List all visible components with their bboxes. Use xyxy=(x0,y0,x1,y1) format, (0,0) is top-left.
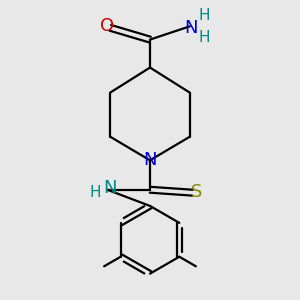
Text: N: N xyxy=(103,179,116,197)
Text: H: H xyxy=(198,8,210,22)
Text: H: H xyxy=(89,185,101,200)
Text: O: O xyxy=(100,17,114,35)
Text: H: H xyxy=(198,30,210,45)
Text: N: N xyxy=(143,151,157,169)
Text: N: N xyxy=(184,19,198,37)
Text: S: S xyxy=(190,183,202,201)
